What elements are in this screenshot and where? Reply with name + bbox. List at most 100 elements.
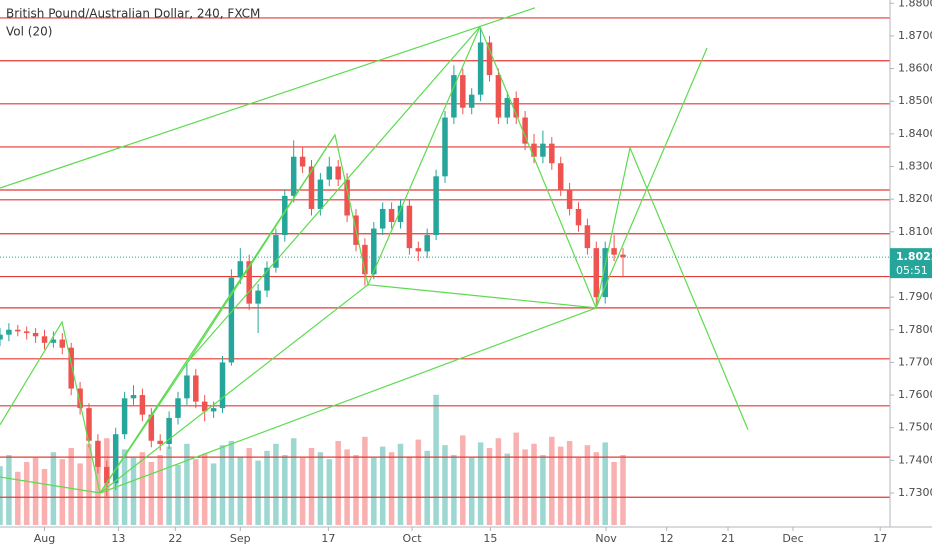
x-tick-label: 21 (721, 532, 735, 545)
candle-body (504, 97, 511, 118)
volume-bar (308, 448, 315, 525)
x-tick-label: 15 (483, 532, 497, 545)
volume-bar (228, 441, 235, 525)
volume-bar (237, 456, 244, 525)
candle-body (273, 235, 279, 268)
volume-bar (15, 471, 21, 525)
candle-body (201, 401, 208, 412)
volume-bar (32, 457, 39, 525)
candle-body (335, 166, 341, 180)
volume-bar (557, 446, 564, 525)
candle-body (557, 163, 564, 190)
candle-body (166, 417, 172, 445)
indicator-label: Vol (20) (6, 25, 52, 39)
volume-bar (566, 441, 573, 525)
trend-line (367, 47, 708, 309)
volume-bar (210, 463, 217, 525)
volume-bar (504, 453, 511, 525)
y-tick-label: 1.85000 (898, 94, 932, 107)
candle-body (406, 205, 413, 249)
volume-bar (50, 452, 57, 525)
trend-line (187, 134, 336, 363)
volume-bar (95, 455, 101, 525)
y-tick-label: 1.81000 (898, 225, 932, 238)
candle-body (175, 398, 181, 418)
volume-bar (282, 455, 288, 525)
candle-body (566, 189, 573, 209)
candle-body (184, 375, 190, 399)
volume-bar (166, 446, 172, 525)
x-tick-label: 17 (321, 532, 335, 545)
volume-bar (255, 460, 261, 525)
candle-body (59, 339, 66, 348)
volume-bar (593, 452, 600, 525)
y-tick-label: 1.84000 (898, 127, 932, 140)
volume-bar (575, 457, 582, 525)
trend-line (0, 320, 101, 494)
volume-bar (611, 462, 617, 525)
axes: 1.73000 1.74000 1.75000 1.76000 1.77000 1.780… (34, 0, 932, 545)
candle-body (157, 440, 163, 445)
volume-bar (388, 452, 395, 525)
volume-bar (299, 457, 306, 525)
candle-body (6, 329, 12, 335)
x-tick-label: 13 (111, 532, 125, 545)
volume-bar (451, 455, 457, 525)
candle-body (513, 97, 519, 118)
y-tick-label: 1.79000 (898, 290, 932, 303)
volume-bar (175, 464, 181, 525)
candle-body (193, 375, 199, 402)
candle-body (148, 414, 155, 441)
volume-bar (6, 455, 12, 525)
y-tick-label: 1.83000 (898, 160, 932, 173)
chart-title: British Pound/Australian Dollar, 240, FX… (6, 7, 260, 21)
candle-body (575, 208, 582, 226)
last-price-label: 1.80224 (896, 250, 932, 263)
x-tick-label: 22 (168, 532, 182, 545)
candle-body (549, 143, 555, 164)
volume-bar (290, 438, 297, 525)
volume-bar (264, 450, 270, 525)
candle-body (477, 42, 484, 95)
x-tick-label: Dec (782, 532, 803, 545)
candle-body (424, 235, 430, 252)
candle-body (593, 248, 600, 298)
candle-body (50, 339, 57, 343)
trend-line (0, 476, 101, 494)
candle-body (282, 195, 288, 236)
candle-body (371, 228, 377, 275)
trend-line (99, 284, 369, 494)
candle-body (228, 277, 235, 363)
volume-bar (362, 436, 368, 525)
volume-bar (397, 443, 404, 525)
trend-line (187, 26, 481, 363)
volume-bar (486, 448, 493, 525)
candle-body (255, 290, 261, 304)
volume-bar (540, 455, 546, 525)
y-tick-label: 1.73000 (898, 486, 932, 499)
candle-body (104, 466, 110, 484)
volume-bar (468, 457, 475, 525)
countdown-label: 05:51 (896, 264, 928, 277)
plot-area (0, 7, 890, 525)
volume-bar (112, 460, 119, 525)
volume-bar (620, 455, 626, 525)
last-price-box (890, 248, 932, 279)
x-tick-label: 17 (873, 532, 887, 545)
volume-bar (317, 452, 324, 525)
volume-bar (219, 445, 226, 525)
candle-body (620, 254, 626, 258)
trend-line (0, 7, 536, 189)
volume-bar (59, 459, 66, 525)
volume-bar (584, 445, 591, 525)
candle-body (433, 176, 439, 236)
candle-body (86, 408, 92, 441)
candle-body (486, 42, 493, 76)
volume-bar (406, 456, 413, 525)
candle-body (531, 143, 537, 157)
candle-body (540, 143, 546, 157)
volume-bar (193, 459, 199, 525)
candle-body (584, 225, 591, 249)
x-tick-label: Sep (230, 532, 251, 545)
